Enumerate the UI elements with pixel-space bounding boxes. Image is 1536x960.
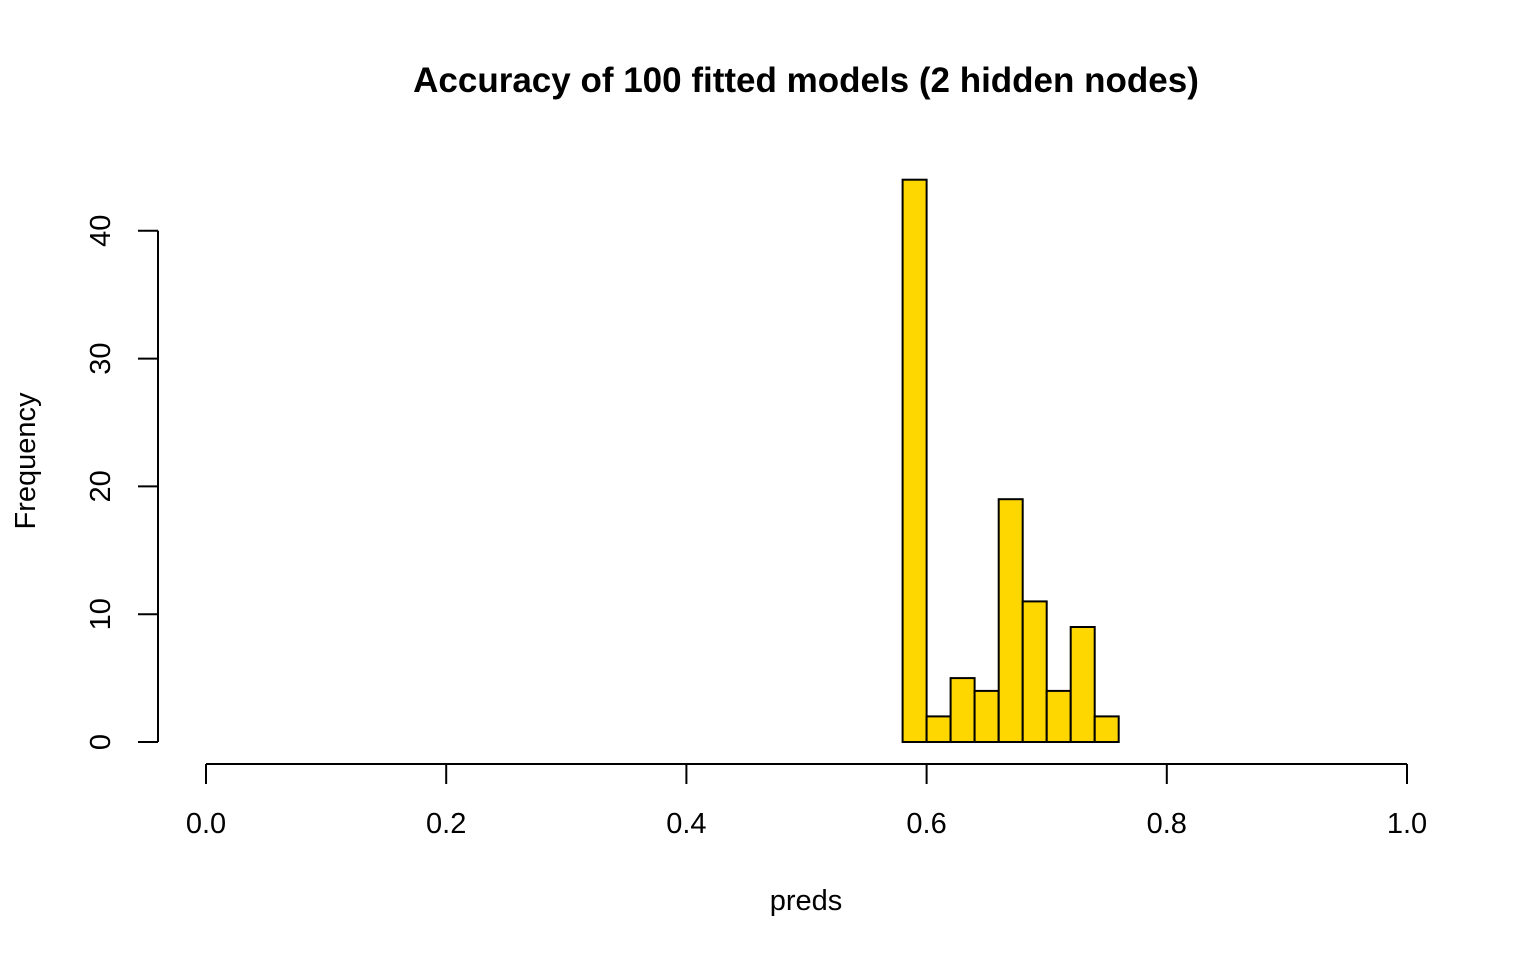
y-tick-label: 40 xyxy=(85,215,117,247)
histogram-bar xyxy=(1021,600,1048,744)
y-axis-label: Frequency xyxy=(10,392,42,530)
y-tick-label: 10 xyxy=(85,598,117,630)
histogram-bar xyxy=(997,498,1024,744)
x-tick-label: 0.8 xyxy=(1147,808,1187,840)
y-axis: 0 10 20 30 40 xyxy=(85,215,159,750)
histogram-bar xyxy=(925,715,952,744)
histogram-bar xyxy=(1069,626,1096,743)
chart-title: Accuracy of 100 fitted models (2 hidden … xyxy=(413,61,1199,100)
x-axis: 0.0 0.2 0.4 0.6 0.8 1.0 xyxy=(186,763,1427,840)
x-tick-label: 0.4 xyxy=(666,808,706,840)
y-tick-label: 30 xyxy=(85,342,117,374)
x-tick-label: 0.0 xyxy=(186,808,226,840)
histogram-bar xyxy=(973,689,1000,744)
y-tick-label: 20 xyxy=(85,470,117,502)
histogram-bar xyxy=(1093,715,1120,744)
histogram-bar xyxy=(1045,689,1072,744)
x-tick-label: 1.0 xyxy=(1387,808,1427,840)
histogram-bars xyxy=(901,178,1120,744)
x-tick-label: 0.2 xyxy=(426,808,466,840)
histogram-bar xyxy=(901,178,928,743)
histogram-bar xyxy=(949,677,976,743)
x-axis-label: preds xyxy=(770,885,843,917)
x-tick-label: 0.6 xyxy=(906,808,946,840)
y-tick-label: 0 xyxy=(85,734,117,750)
